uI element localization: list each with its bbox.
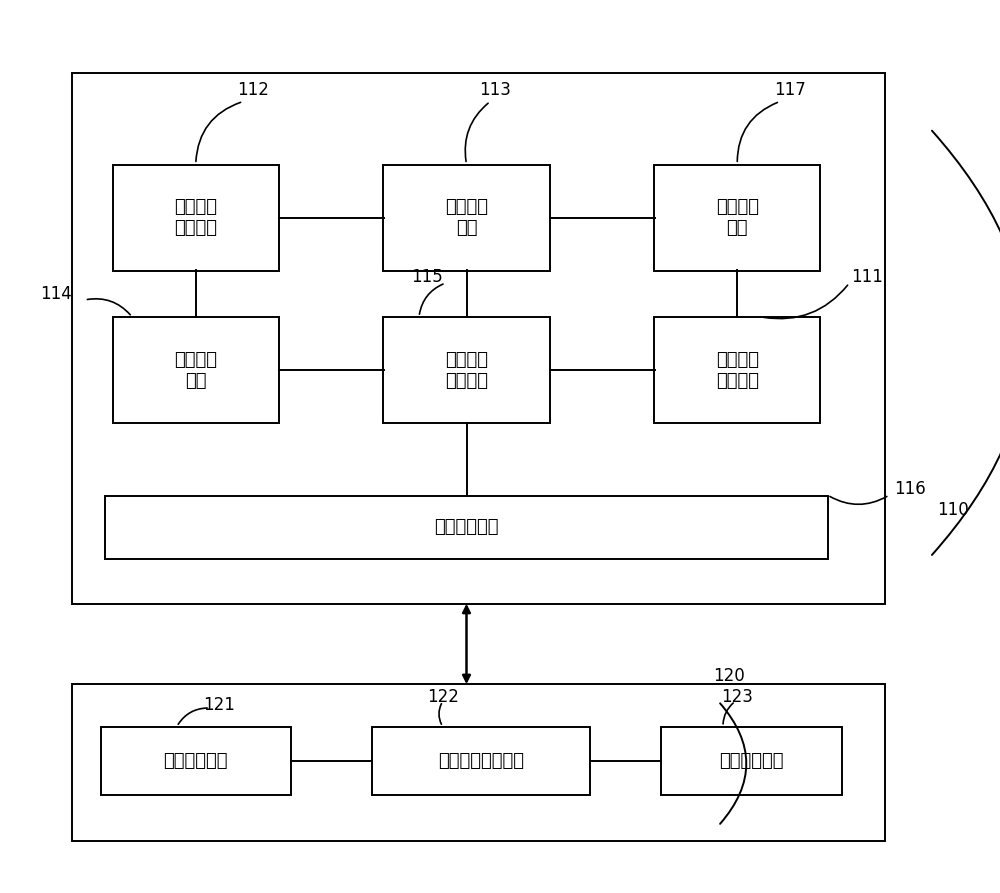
Bar — [372, 727, 590, 795]
Text: 测试分析
模块: 测试分析 模块 — [716, 198, 759, 237]
Bar — [72, 684, 885, 841]
Text: 113: 113 — [479, 81, 511, 99]
Bar — [113, 164, 279, 271]
Bar — [654, 164, 820, 271]
Bar — [72, 73, 885, 604]
Bar — [654, 317, 820, 423]
Text: 有线网络接口模块: 有线网络接口模块 — [438, 752, 524, 770]
Bar — [383, 317, 550, 423]
Text: 122: 122 — [427, 688, 459, 706]
Text: 卫星定位模块: 卫星定位模块 — [719, 752, 784, 770]
Bar — [105, 496, 828, 559]
Bar — [661, 727, 842, 795]
Text: 115: 115 — [411, 268, 443, 286]
Text: 112: 112 — [237, 81, 269, 99]
Text: 120: 120 — [714, 667, 745, 685]
Text: 测试驱动引擎: 测试驱动引擎 — [434, 518, 499, 537]
Text: 测试拓扑
管理模块: 测试拓扑 管理模块 — [174, 198, 217, 237]
Text: 110: 110 — [937, 501, 968, 520]
Text: 114: 114 — [40, 285, 72, 303]
Text: 123: 123 — [721, 688, 753, 706]
Bar — [101, 727, 291, 795]
Text: 测试任务
模块: 测试任务 模块 — [445, 198, 488, 237]
Text: 121: 121 — [204, 697, 235, 714]
Bar — [113, 317, 279, 423]
Text: 测试流程
模块: 测试流程 模块 — [174, 351, 217, 389]
Text: 111: 111 — [851, 268, 883, 286]
Text: 空间网格
管理模块: 空间网格 管理模块 — [716, 351, 759, 389]
Text: 专网通信模块: 专网通信模块 — [164, 752, 228, 770]
Bar — [383, 164, 550, 271]
Text: 116: 116 — [894, 480, 926, 498]
Text: 117: 117 — [774, 81, 805, 99]
Text: 测试数据
生成模块: 测试数据 生成模块 — [445, 351, 488, 389]
